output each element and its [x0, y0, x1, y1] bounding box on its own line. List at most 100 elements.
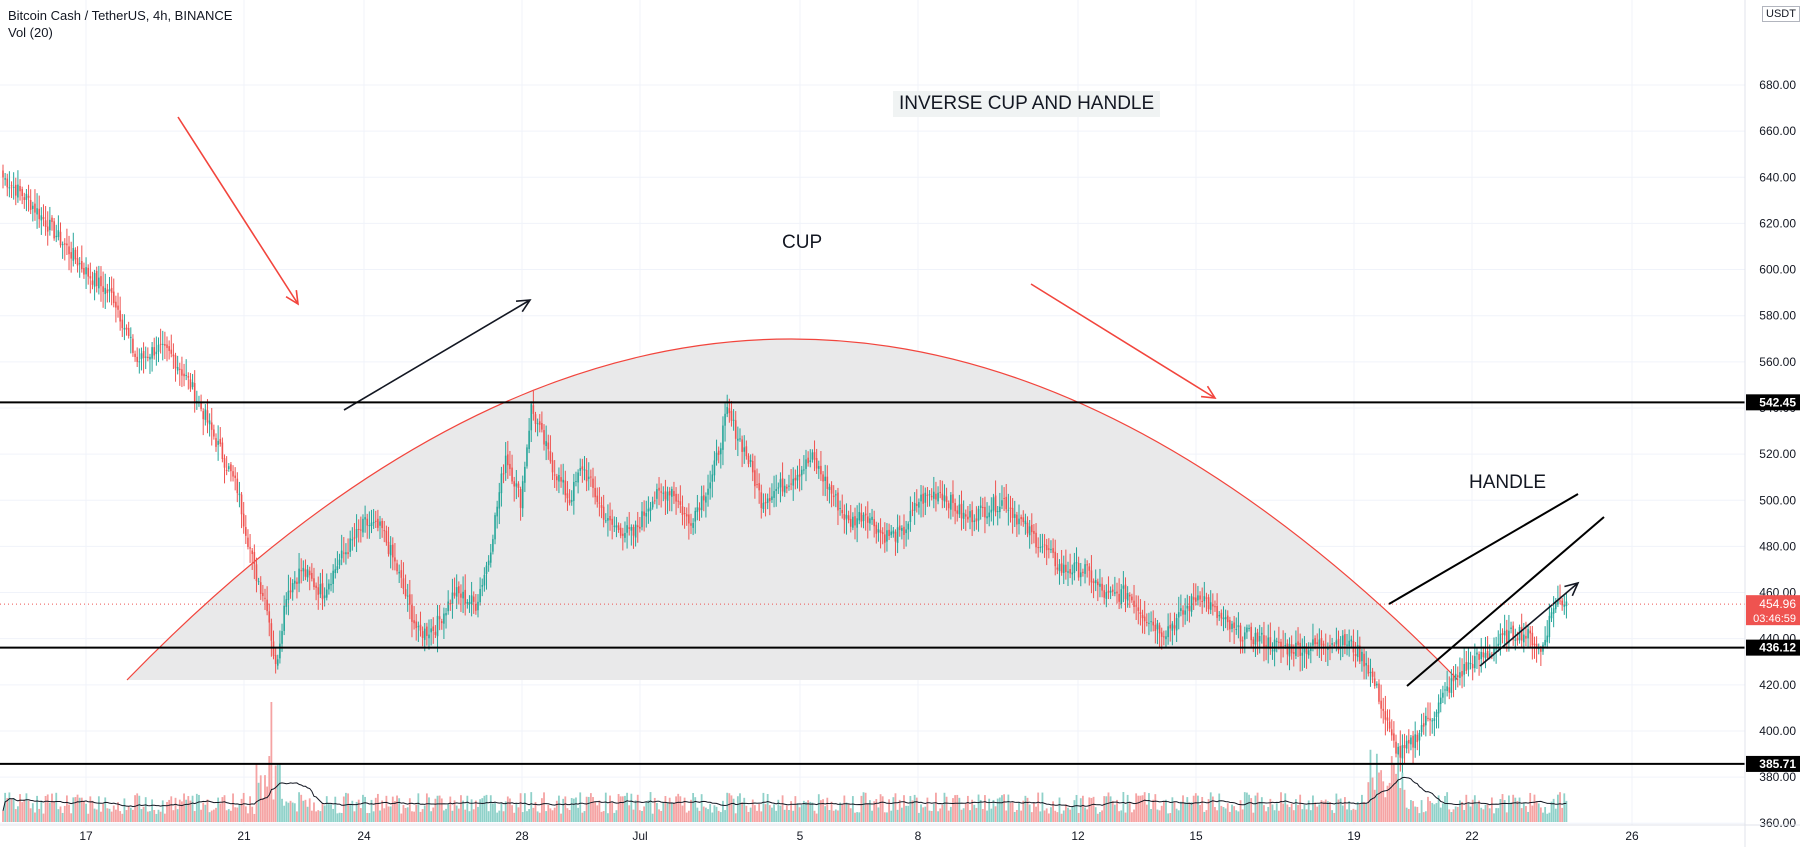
volume-bar	[428, 797, 430, 822]
candle-body	[104, 287, 107, 295]
candle-body	[1310, 647, 1312, 651]
candle-body	[251, 550, 254, 555]
volume-bar	[259, 775, 262, 822]
volume-bar	[468, 811, 471, 822]
volume-bar	[1122, 792, 1125, 822]
volume-bar	[1510, 802, 1512, 822]
candle-body	[242, 513, 245, 527]
candle-body	[155, 351, 158, 355]
volume-bar	[477, 806, 479, 822]
candle-body	[36, 208, 38, 215]
volume-bar	[421, 809, 424, 822]
candle-body	[1077, 563, 1080, 578]
candle-body	[1160, 632, 1163, 637]
volume-bar	[460, 795, 462, 822]
cup-outline	[126, 338, 1459, 681]
candle-body	[967, 516, 969, 520]
candle-body	[679, 501, 682, 505]
volume-bar	[210, 810, 213, 822]
volume-bar	[1109, 796, 1112, 822]
volume-bar	[317, 810, 320, 822]
volume-bar	[509, 798, 511, 822]
candle-body	[519, 489, 522, 508]
volume-bar	[762, 792, 765, 822]
candle-body	[227, 466, 230, 470]
volume-bar	[1529, 792, 1532, 822]
volume-bar	[1322, 801, 1325, 822]
volume-bar	[440, 798, 443, 822]
volume-bar	[805, 802, 807, 822]
volume-bar	[690, 799, 692, 822]
volume-bar	[1431, 802, 1434, 822]
candle-body	[44, 220, 47, 227]
candle-body	[971, 510, 973, 523]
volume-bar	[351, 800, 354, 822]
volume-bar	[1420, 800, 1423, 822]
volume-bar	[1099, 812, 1101, 822]
volume-bar	[1459, 800, 1461, 822]
volume-bar	[272, 799, 275, 822]
volume-bar	[1463, 809, 1466, 822]
volume-bar	[1397, 755, 1400, 822]
volume-bar	[572, 798, 575, 822]
candle-body	[1094, 580, 1097, 584]
candle-body	[170, 349, 173, 354]
volume-bar	[40, 800, 43, 822]
time-tick-label: 17	[79, 829, 93, 843]
volume-bar	[1152, 799, 1155, 822]
candle-body	[1107, 590, 1110, 593]
candle-body	[1471, 664, 1474, 669]
candle-body	[1382, 708, 1385, 711]
volume-bar	[918, 812, 920, 822]
volume-bar	[579, 792, 582, 822]
candle-body	[334, 569, 337, 574]
candle-body	[922, 493, 924, 504]
candle-body	[979, 505, 982, 508]
candle-body	[255, 564, 258, 581]
volume-bar	[913, 794, 916, 822]
volume-bar	[1269, 798, 1272, 822]
volume-bar	[1258, 801, 1261, 822]
volume-bar	[381, 800, 384, 822]
volume-bar	[649, 792, 652, 822]
volume-bar	[1096, 813, 1099, 822]
volume-bar	[609, 795, 611, 822]
candle-body	[1508, 630, 1510, 644]
candle-body	[443, 613, 445, 624]
volume-bar	[1505, 812, 1508, 822]
candle-body	[166, 344, 168, 348]
volume-bar	[385, 795, 388, 822]
candle-body	[377, 518, 379, 528]
candle-body	[626, 525, 628, 533]
volume-bar	[1429, 801, 1431, 822]
volume-bar	[72, 797, 75, 822]
candle-body	[1444, 689, 1446, 691]
volume-bar	[1252, 812, 1255, 822]
volume-bar	[1150, 808, 1152, 822]
candle-body	[176, 366, 179, 371]
candle-body	[769, 498, 771, 502]
volume-bar	[68, 804, 70, 822]
candle-body	[504, 455, 507, 474]
candle-body	[773, 491, 775, 498]
volume-bar	[1395, 773, 1397, 822]
candle-body	[206, 410, 209, 423]
candle-body	[411, 604, 413, 622]
candle-body	[775, 488, 777, 492]
candle-body	[685, 514, 688, 517]
candle-body	[100, 276, 102, 287]
currency-unit[interactable]: USDT	[1762, 6, 1800, 22]
candle-body	[121, 319, 124, 329]
volume-bar	[685, 812, 688, 822]
volume-bar	[905, 805, 908, 822]
candle-body	[549, 451, 552, 462]
candle-body	[1103, 590, 1106, 598]
volume-bar	[366, 812, 369, 822]
candle-body	[385, 530, 388, 543]
volume-bar	[881, 796, 884, 822]
candle-body	[430, 628, 432, 633]
candle-body	[1454, 673, 1457, 680]
volume-bar	[44, 795, 47, 822]
volume-bar	[449, 796, 452, 822]
